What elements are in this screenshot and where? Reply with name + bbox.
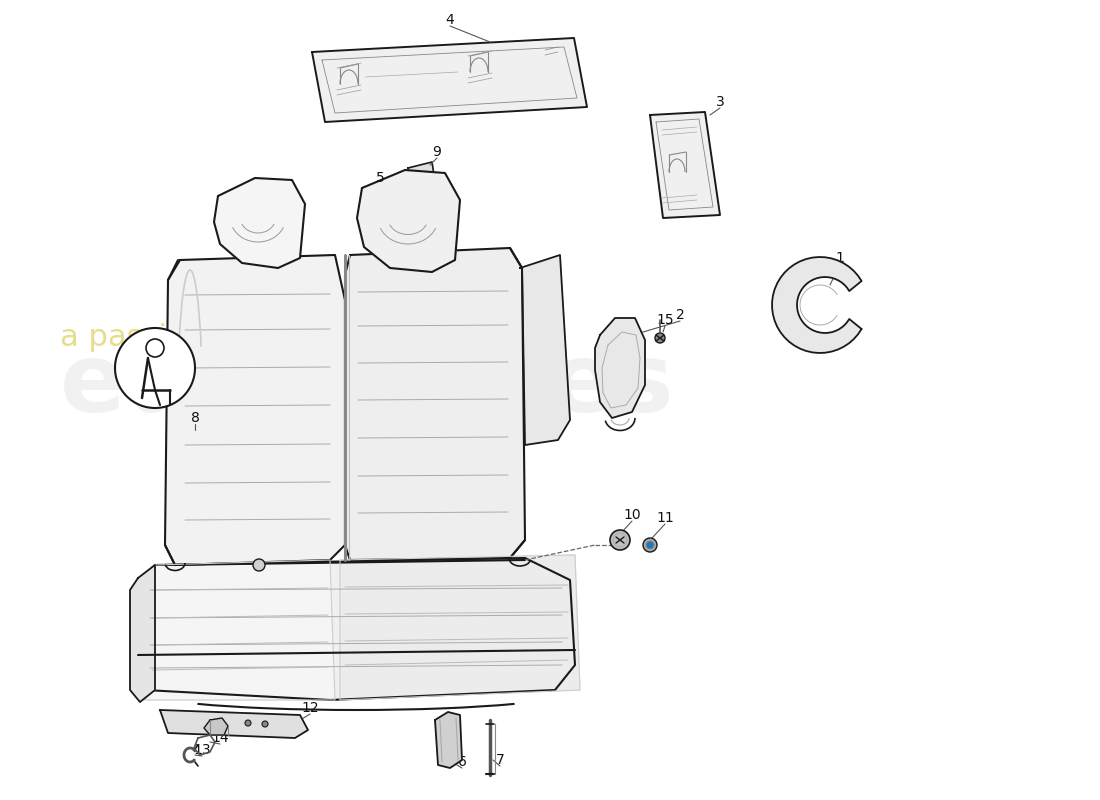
Polygon shape (214, 178, 305, 268)
Polygon shape (358, 170, 460, 272)
Circle shape (146, 339, 164, 357)
Circle shape (654, 333, 666, 343)
Text: 6: 6 (458, 755, 466, 769)
Circle shape (245, 720, 251, 726)
Circle shape (644, 538, 657, 552)
Text: 9: 9 (432, 145, 441, 159)
Circle shape (262, 721, 268, 727)
Circle shape (253, 559, 265, 571)
Polygon shape (368, 183, 422, 228)
Text: 12: 12 (301, 701, 319, 715)
Text: 2: 2 (675, 308, 684, 322)
Polygon shape (772, 257, 861, 353)
Polygon shape (434, 712, 462, 768)
Polygon shape (650, 112, 721, 218)
Polygon shape (520, 255, 570, 445)
Text: a passion for parts since 1985: a passion for parts since 1985 (60, 323, 521, 353)
Text: 15: 15 (657, 313, 674, 327)
Polygon shape (312, 38, 587, 122)
Circle shape (646, 541, 654, 549)
Text: 7: 7 (496, 753, 505, 767)
Polygon shape (340, 555, 580, 700)
Text: eurospares: eurospares (60, 338, 674, 431)
Polygon shape (145, 560, 336, 700)
Polygon shape (345, 248, 525, 560)
Text: 5: 5 (375, 171, 384, 185)
Polygon shape (165, 255, 345, 565)
Circle shape (610, 530, 630, 550)
Polygon shape (130, 565, 155, 702)
Text: 13: 13 (194, 743, 211, 757)
Text: 1: 1 (836, 251, 845, 265)
Text: 8: 8 (190, 411, 199, 425)
Polygon shape (408, 162, 435, 188)
Polygon shape (204, 718, 228, 735)
Text: 14: 14 (211, 731, 229, 745)
Polygon shape (595, 318, 645, 418)
Polygon shape (160, 710, 308, 738)
Text: 10: 10 (624, 508, 641, 522)
Polygon shape (370, 205, 379, 221)
Circle shape (116, 328, 195, 408)
Polygon shape (368, 192, 378, 208)
Text: 11: 11 (656, 511, 674, 525)
Text: 4: 4 (446, 13, 454, 27)
Text: 3: 3 (716, 95, 725, 109)
Polygon shape (138, 558, 575, 700)
